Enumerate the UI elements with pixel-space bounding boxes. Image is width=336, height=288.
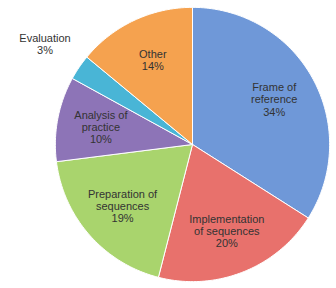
svg-text:Evaluation3%: Evaluation3% bbox=[19, 32, 70, 56]
svg-text:Analysis ofpractice10%: Analysis ofpractice10% bbox=[74, 109, 128, 145]
svg-text:Other14%: Other14% bbox=[139, 48, 167, 72]
svg-text:Implementationof sequences20%: Implementationof sequences20% bbox=[189, 213, 264, 249]
svg-text:Preparation ofsequences19%: Preparation ofsequences19% bbox=[88, 188, 158, 224]
svg-text:Frame ofreference34%: Frame ofreference34% bbox=[251, 81, 297, 117]
